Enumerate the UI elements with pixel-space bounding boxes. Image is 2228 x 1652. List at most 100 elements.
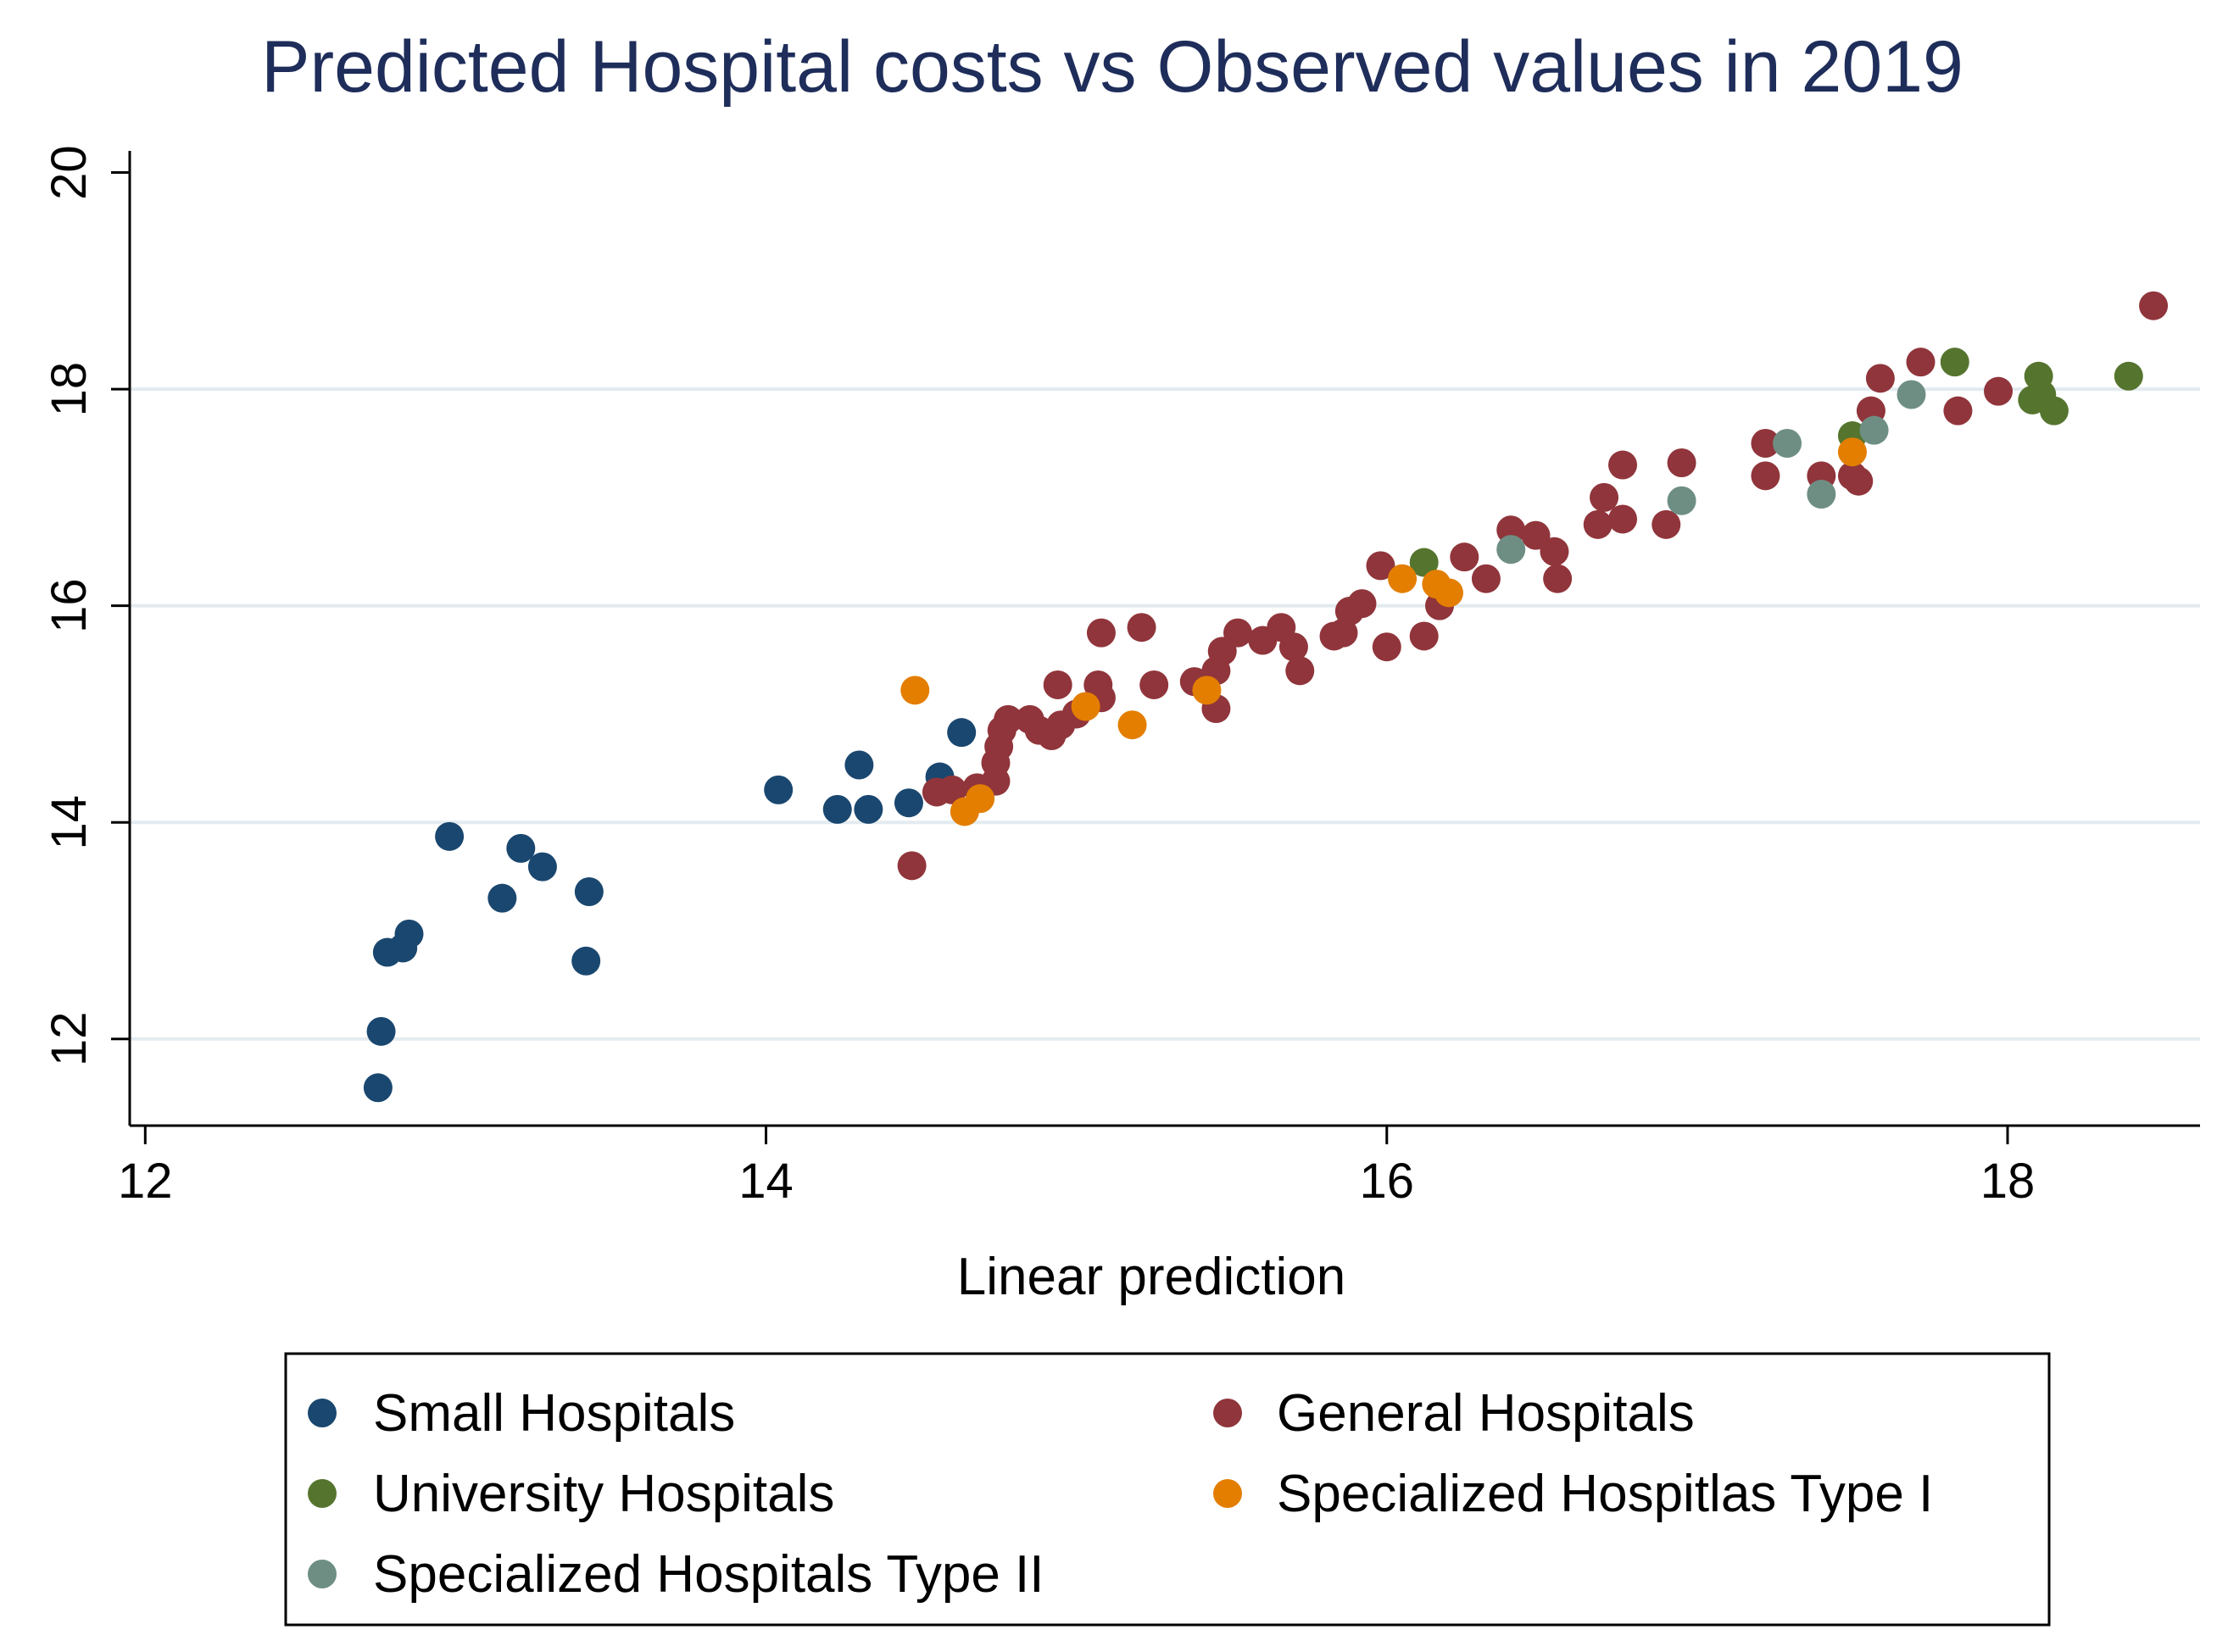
legend-label: Specialized Hospitals Type II <box>373 1545 1044 1604</box>
y-tick-label: 12 <box>42 1012 97 1067</box>
x-tick-label: 12 <box>118 1154 173 1209</box>
legend-marker <box>308 1560 337 1588</box>
data-point <box>1117 710 1147 740</box>
data-point <box>1667 486 1696 515</box>
data-point <box>1897 380 1926 409</box>
data-point <box>1984 376 2014 406</box>
data-point <box>966 784 995 814</box>
data-point <box>1583 509 1613 539</box>
data-point <box>1807 480 1836 509</box>
data-point <box>527 852 557 882</box>
data-point <box>1347 589 1377 619</box>
data-point <box>1521 520 1551 550</box>
data-point <box>1192 676 1222 705</box>
data-point <box>1071 692 1100 721</box>
x-tick-label: 18 <box>1980 1154 2036 1209</box>
legend-marker <box>308 1399 337 1427</box>
data-point <box>1865 364 1895 393</box>
data-points <box>363 291 2169 1103</box>
data-point <box>571 946 601 976</box>
data-point <box>1366 551 1395 581</box>
data-point <box>1450 542 1479 572</box>
data-point <box>394 919 424 948</box>
legend-entries: Small Hospitals General Hospitals Universi… <box>308 1384 1933 1604</box>
y-tick-label: 18 <box>42 362 97 417</box>
data-point <box>994 704 1023 734</box>
data-point <box>487 883 517 913</box>
y-tick-label: 16 <box>42 578 97 633</box>
x-tick-label: 14 <box>738 1154 794 1209</box>
data-point <box>1543 564 1573 593</box>
data-point <box>1844 466 1874 496</box>
data-point <box>574 877 604 906</box>
legend-marker <box>1213 1399 1242 1427</box>
data-point <box>1751 429 1780 458</box>
data-point <box>1773 429 1802 458</box>
data-point <box>900 676 930 705</box>
data-point <box>1083 670 1113 699</box>
data-point <box>363 1073 393 1103</box>
data-point <box>1540 537 1569 566</box>
data-point <box>1223 618 1253 648</box>
legend-box <box>284 1352 2051 1627</box>
legend-label: Specialized Hospitlas Type I <box>1277 1465 1933 1523</box>
series-group <box>1409 348 2143 577</box>
x-axis-label: Linear prediction <box>957 1248 1345 1306</box>
data-point <box>1608 504 1638 534</box>
y-tick-label: 20 <box>42 145 97 200</box>
data-point <box>1086 618 1116 648</box>
data-point <box>2139 291 2169 320</box>
data-point <box>1652 509 1681 539</box>
data-point <box>844 750 874 780</box>
legend-marker <box>308 1479 337 1508</box>
data-point <box>506 833 536 863</box>
data-point <box>1388 564 1418 593</box>
series-group <box>363 718 977 1103</box>
y-tick-label: 14 <box>42 795 97 850</box>
data-point <box>1906 348 1936 377</box>
legend-label: General Hospitals <box>1277 1384 1695 1443</box>
data-point <box>1328 618 1358 648</box>
data-point <box>764 775 794 804</box>
data-point <box>1278 632 1308 662</box>
data-point <box>2114 361 2143 391</box>
data-point <box>435 821 465 851</box>
data-point <box>947 718 977 748</box>
data-point <box>1409 621 1439 651</box>
x-tick-label: 16 <box>1360 1154 1415 1209</box>
data-point <box>1837 437 1867 467</box>
series-group <box>900 437 1867 826</box>
data-point <box>1434 578 1463 608</box>
data-point <box>1943 396 1973 426</box>
data-point <box>938 775 967 804</box>
data-point <box>1940 348 1969 377</box>
data-point <box>1667 448 1696 477</box>
data-point <box>1751 461 1780 491</box>
series-group <box>1496 380 1926 565</box>
data-point <box>366 1016 396 1046</box>
data-point <box>854 794 883 824</box>
data-point <box>1608 450 1638 480</box>
gridlines <box>130 387 2200 1041</box>
data-point <box>1496 535 1526 565</box>
data-point <box>1285 656 1315 686</box>
data-point <box>1127 613 1156 642</box>
data-point <box>897 851 927 881</box>
legend: Small Hospitals General Hospitals Universi… <box>284 1352 2051 1627</box>
legend-marker <box>1213 1479 1242 1508</box>
data-point <box>1409 548 1439 577</box>
legend-label: Small Hospitals <box>373 1384 735 1443</box>
data-point <box>1139 670 1169 699</box>
data-point <box>1043 670 1072 699</box>
data-point <box>2039 396 2069 426</box>
chart-title: Predicted Hospital costs vs Observed val… <box>261 26 1963 108</box>
data-point <box>1471 564 1501 593</box>
data-point <box>822 794 852 824</box>
data-point <box>1372 632 1401 662</box>
data-point <box>894 788 923 818</box>
legend-label: University Hospitals <box>373 1465 834 1523</box>
data-point <box>1859 415 1889 445</box>
data-point <box>1590 482 1619 512</box>
axis-ticks: 12 14 16 18 12 14 16 18 20 <box>42 145 2035 1209</box>
